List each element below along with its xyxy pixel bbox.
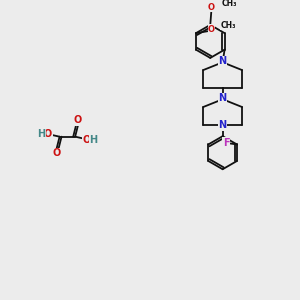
Text: O: O	[208, 25, 215, 34]
Text: CH₃: CH₃	[222, 0, 237, 8]
Text: H: H	[90, 135, 98, 145]
Text: O: O	[74, 115, 82, 125]
Text: N: N	[219, 121, 227, 130]
Text: N: N	[219, 93, 227, 103]
Text: F: F	[223, 137, 230, 148]
Text: CH₃: CH₃	[220, 21, 236, 30]
Text: H: H	[37, 129, 45, 139]
Text: O: O	[44, 129, 52, 139]
Text: O: O	[83, 135, 91, 145]
Text: N: N	[219, 56, 227, 66]
Text: O: O	[208, 3, 215, 12]
Text: O: O	[52, 148, 61, 158]
